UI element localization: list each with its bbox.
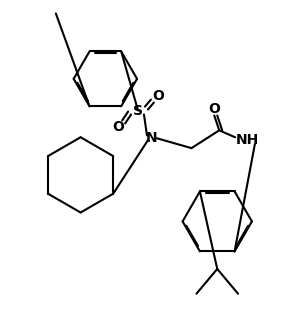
Text: NH: NH <box>235 133 259 147</box>
Text: N: N <box>146 131 158 145</box>
Text: O: O <box>152 89 164 103</box>
Text: S: S <box>133 104 143 117</box>
Text: O: O <box>208 101 220 115</box>
Text: O: O <box>112 120 124 134</box>
